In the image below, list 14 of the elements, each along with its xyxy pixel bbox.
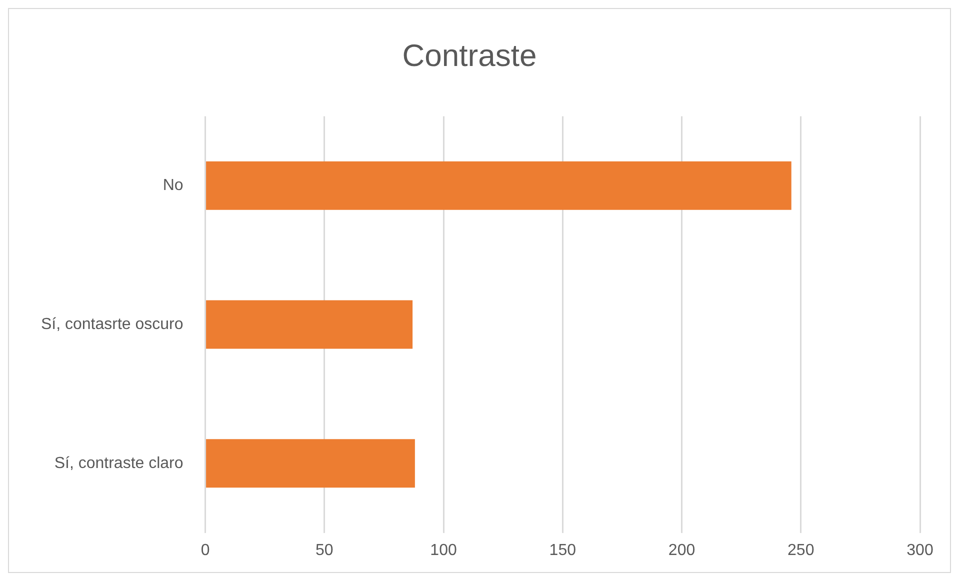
x-tick-label: 100 [430,542,457,559]
x-tick-label: 50 [316,542,334,559]
bar [206,300,413,349]
x-tick-label: 300 [906,542,934,559]
x-tick-label: 200 [668,542,696,559]
x-tick-label: 250 [788,542,814,559]
y-tick-label: Sí, contraste claro [54,454,184,472]
chart-title: Contraste [402,38,537,74]
y-tick-label: Sí, contasrte oscuro [40,316,184,333]
bar [206,439,415,488]
bar [206,161,792,210]
x-tick-label: 0 [200,542,210,559]
y-tick-label: No [162,177,184,194]
x-tick-label: 150 [549,542,576,559]
